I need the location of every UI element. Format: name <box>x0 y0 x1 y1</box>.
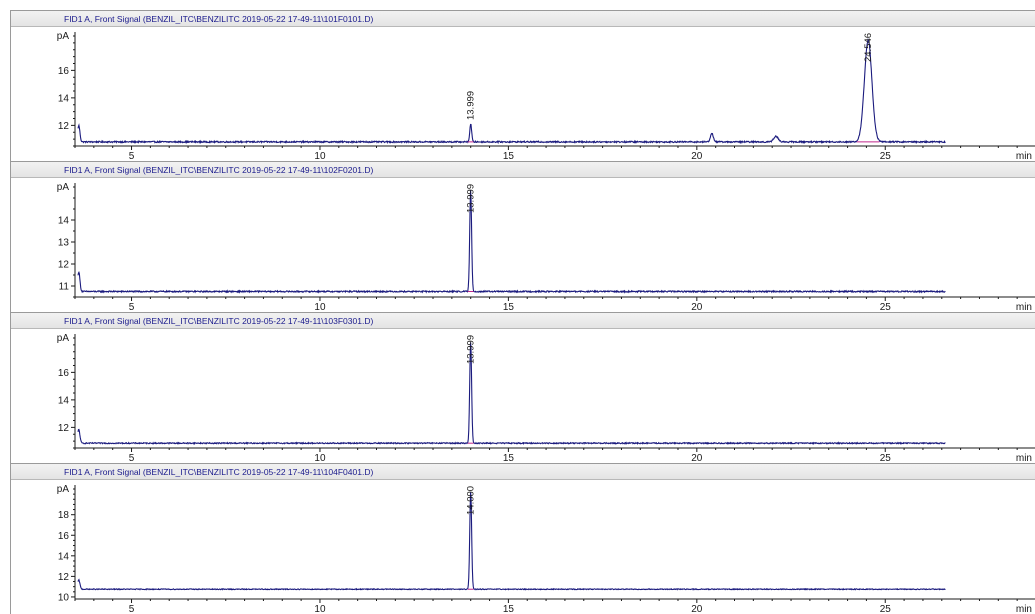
x-tick-label: 20 <box>691 151 703 162</box>
signal-title: FID1 A, Front Signal (BENZIL_ITC\BENZILI… <box>11 11 1035 27</box>
x-axis-label: min <box>1016 302 1032 313</box>
chromatogram-plot: 10 12 14 16 18 pA 5 10 15 20 25 min 14.000 <box>57 484 1035 614</box>
retention-time-label: 14.000 <box>466 486 477 515</box>
x-axis-label: min <box>1016 151 1032 162</box>
chromatogram-plot: 11 12 13 14 pA 5 10 15 20 25 min 13.999 <box>57 182 1035 313</box>
x-tick-label: 15 <box>503 302 515 313</box>
x-tick-label: 15 <box>503 604 515 614</box>
chromatogram-panel: FID1 A, Front Signal (BENZIL_ITC\BENZILI… <box>10 463 1035 614</box>
x-tick-label: 10 <box>314 302 326 313</box>
x-tick-label: 5 <box>129 302 135 313</box>
y-tick-label: 13 <box>58 238 70 249</box>
x-tick-label: 10 <box>314 604 326 614</box>
retention-time-label: 13.999 <box>466 335 477 364</box>
y-tick-label: 12 <box>58 423 70 434</box>
x-tick-label: 5 <box>129 604 135 614</box>
x-tick-label: 20 <box>691 302 703 313</box>
x-tick-label: 10 <box>314 151 326 162</box>
y-tick-label: 14 <box>58 551 70 562</box>
y-tick-label: 16 <box>58 368 70 379</box>
x-tick-label: 5 <box>129 151 135 162</box>
y-axis-label: pA <box>57 333 70 344</box>
y-tick-label: 18 <box>58 510 70 521</box>
signal-trace <box>77 342 946 446</box>
signal-trace <box>77 190 946 294</box>
retention-time-label: 13.999 <box>466 91 477 120</box>
y-tick-label: 14 <box>58 216 70 227</box>
chromatogram-plot: 12 14 16 pA 5 10 15 20 25 min 13.999 24.546 <box>57 31 1035 162</box>
x-tick-label: 25 <box>880 151 892 162</box>
y-axis-label: pA <box>57 484 70 495</box>
x-tick-label: 5 <box>129 453 135 464</box>
chromatogram-plot: 12 14 16 pA 5 10 15 20 25 min 13.999 <box>57 333 1035 464</box>
retention-time-label: 24.546 <box>863 33 874 62</box>
signal-title: FID1 A, Front Signal (BENZIL_ITC\BENZILI… <box>11 313 1035 329</box>
y-tick-label: 16 <box>58 531 70 542</box>
y-tick-label: 11 <box>59 282 70 293</box>
x-tick-label: 20 <box>691 453 703 464</box>
x-tick-label: 25 <box>880 604 892 614</box>
retention-time-label: 13.999 <box>466 184 477 213</box>
x-tick-label: 15 <box>503 453 515 464</box>
x-tick-label: 25 <box>880 302 892 313</box>
x-tick-label: 15 <box>503 151 515 162</box>
chromatogram-panel: FID1 A, Front Signal (BENZIL_ITC\BENZILI… <box>10 161 1035 313</box>
signal-title: FID1 A, Front Signal (BENZIL_ITC\BENZILI… <box>11 464 1035 480</box>
y-tick-label: 16 <box>58 66 70 77</box>
y-tick-label: 12 <box>58 121 70 132</box>
y-tick-label: 12 <box>58 572 70 583</box>
x-axis-label: min <box>1016 604 1032 614</box>
y-axis-label: pA <box>57 182 70 193</box>
chromatogram-panel: FID1 A, Front Signal (BENZIL_ITC\BENZILI… <box>10 10 1035 162</box>
signal-trace <box>77 37 946 145</box>
x-tick-label: 25 <box>880 453 892 464</box>
signal-title: FID1 A, Front Signal (BENZIL_ITC\BENZILI… <box>11 162 1035 178</box>
y-tick-label: 14 <box>58 395 70 406</box>
y-tick-label: 12 <box>58 260 70 271</box>
y-axis-label: pA <box>57 31 70 42</box>
x-tick-label: 10 <box>314 453 326 464</box>
x-tick-label: 20 <box>691 604 703 614</box>
y-tick-label: 10 <box>58 592 70 603</box>
y-tick-label: 14 <box>58 93 70 104</box>
signal-trace <box>77 492 946 591</box>
chromatogram-panel: FID1 A, Front Signal (BENZIL_ITC\BENZILI… <box>10 312 1035 464</box>
x-axis-label: min <box>1016 453 1032 464</box>
